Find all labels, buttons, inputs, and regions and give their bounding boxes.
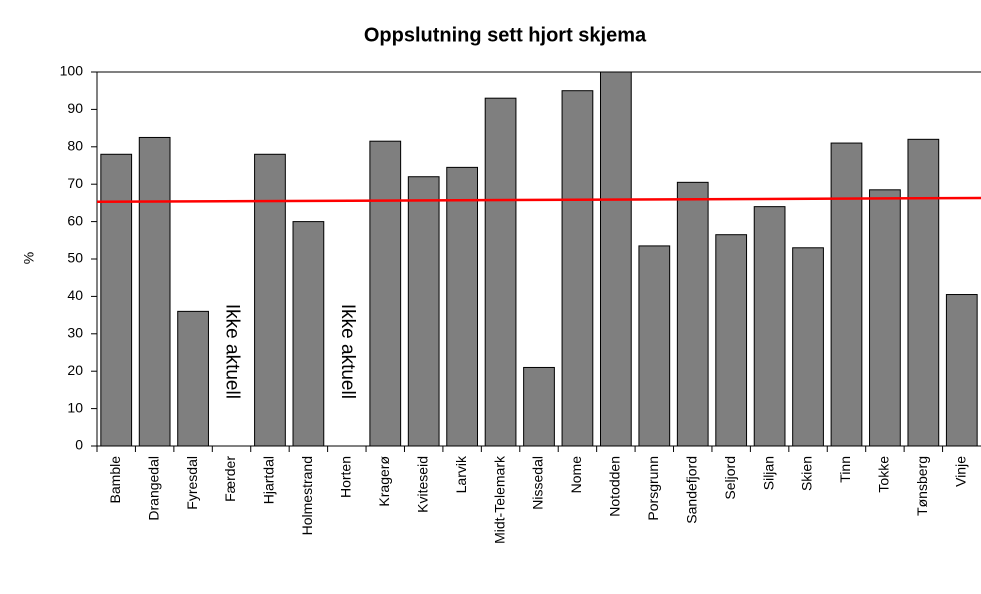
bar bbox=[369, 140, 402, 447]
x-tick-label: Porsgrunn bbox=[645, 456, 661, 521]
y-tick-label: 100 bbox=[60, 63, 84, 79]
x-tick-label: Kviteseid bbox=[414, 456, 430, 513]
x-tick-label: Skien bbox=[799, 456, 815, 491]
bar bbox=[945, 294, 978, 447]
bar bbox=[523, 366, 555, 447]
y-tick-label: 30 bbox=[67, 325, 83, 341]
bar bbox=[561, 90, 594, 447]
x-tick-label: Fyresdal bbox=[184, 456, 200, 510]
y-axis-label: % bbox=[21, 252, 37, 264]
y-tick-label: 0 bbox=[75, 437, 83, 453]
bar bbox=[484, 97, 517, 447]
x-tick-label: Siljan bbox=[760, 456, 776, 490]
bar bbox=[715, 234, 748, 447]
x-tick-label: Larvik bbox=[453, 455, 469, 493]
x-tick-label: Seljord bbox=[722, 456, 738, 500]
bar bbox=[676, 181, 709, 447]
y-tick-label: 60 bbox=[67, 212, 83, 228]
x-tick-label: Notodden bbox=[607, 456, 623, 517]
bar bbox=[907, 138, 940, 447]
x-tick-label: Midt-Telemark bbox=[491, 455, 507, 544]
x-tick-label: Tokke bbox=[876, 456, 892, 493]
x-tick-label: Nome bbox=[568, 456, 584, 494]
bar bbox=[830, 142, 863, 447]
x-tick-label: Holmestrand bbox=[299, 456, 315, 535]
bar bbox=[446, 166, 479, 447]
x-tick-label: Vinje bbox=[952, 456, 968, 487]
x-tick-label: Hjartdal bbox=[261, 456, 277, 504]
y-tick-label: 90 bbox=[67, 100, 83, 116]
reference-line bbox=[96, 196, 981, 204]
bar bbox=[177, 310, 209, 447]
bar bbox=[138, 136, 171, 447]
x-tick-label: Tinn bbox=[837, 456, 853, 483]
y-tick-label: 50 bbox=[67, 250, 83, 266]
x-tick-label: Tønsberg bbox=[914, 456, 930, 516]
bar bbox=[869, 189, 901, 447]
annotation: Ikke aktuell bbox=[337, 304, 358, 399]
x-tick-label: Sandefjord bbox=[683, 456, 699, 524]
bar bbox=[792, 247, 824, 447]
bar bbox=[753, 206, 786, 447]
annotation: Ikke aktuell bbox=[222, 304, 243, 399]
y-tick-label: 70 bbox=[67, 175, 83, 191]
x-tick-label: Drangedal bbox=[145, 456, 161, 521]
x-tick-label: Færder bbox=[222, 456, 238, 502]
bar bbox=[599, 71, 632, 447]
y-tick-label: 10 bbox=[67, 399, 83, 415]
bar bbox=[407, 176, 440, 447]
y-tick-label: 80 bbox=[67, 138, 83, 154]
chart-title: Oppslutning sett hjort skjema bbox=[364, 24, 647, 46]
x-tick-label: Nissedal bbox=[530, 456, 546, 510]
y-tick-label: 20 bbox=[67, 362, 83, 378]
bar bbox=[292, 221, 325, 447]
x-tick-label: Kragerø bbox=[376, 456, 392, 507]
bar bbox=[254, 153, 286, 447]
x-tick-label: Horten bbox=[338, 456, 354, 498]
y-tick-label: 40 bbox=[67, 287, 83, 303]
x-tick-label: Bamble bbox=[107, 456, 123, 504]
bar bbox=[100, 153, 133, 447]
bar bbox=[638, 245, 671, 447]
